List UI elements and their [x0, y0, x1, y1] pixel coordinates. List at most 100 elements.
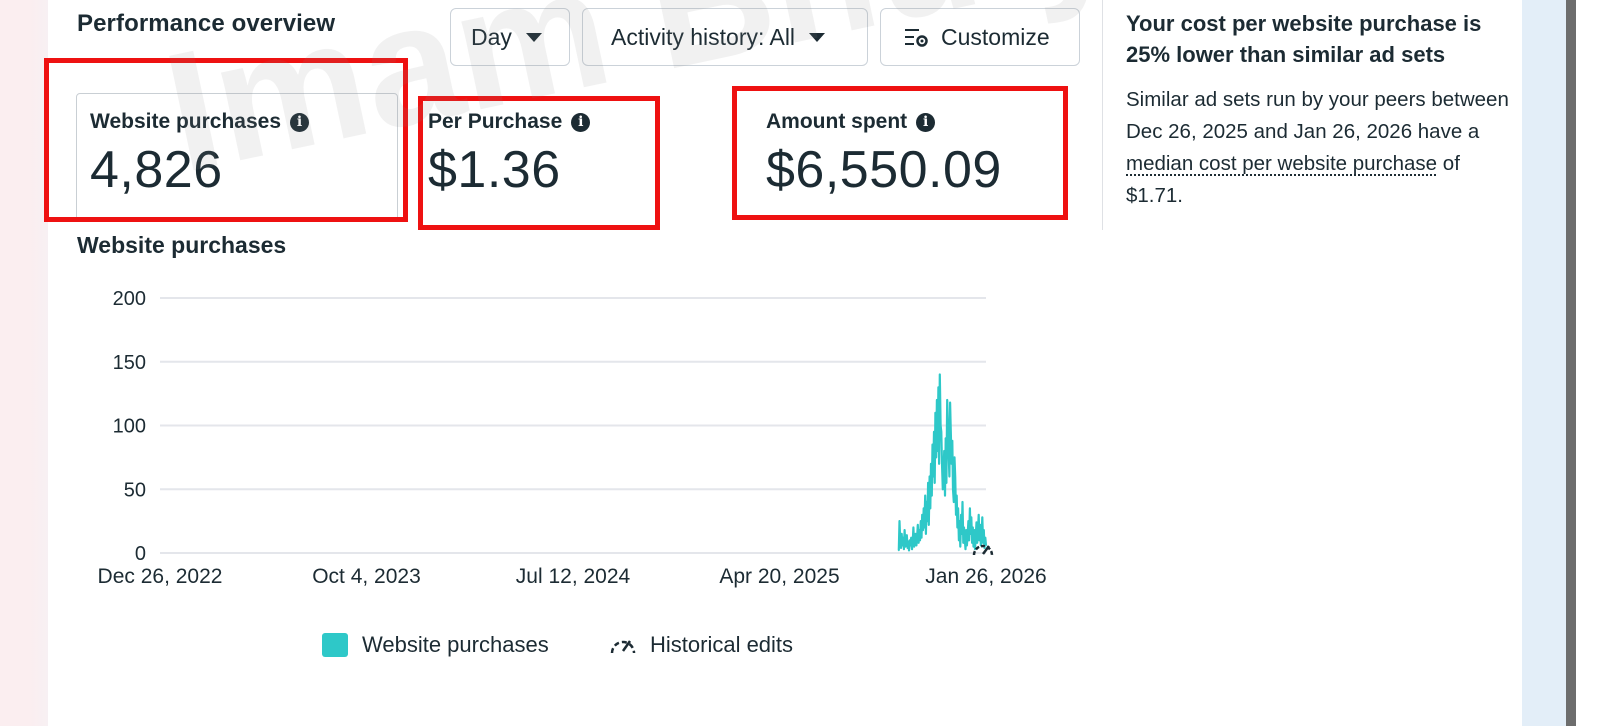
data-point: [906, 534, 908, 536]
caret-down-icon: [525, 32, 542, 42]
data-point: [974, 536, 977, 539]
data-point: [950, 463, 953, 465]
data-point: [984, 536, 987, 539]
caret-down-icon: [809, 32, 826, 42]
metric-label-row: Website purchases i: [90, 110, 310, 134]
data-point: [966, 533, 969, 535]
insight-text: Similar ad sets run by your peers betwee…: [1126, 88, 1509, 143]
data-point: [963, 536, 966, 539]
y-tick-label: 50: [124, 479, 146, 501]
data-point: [928, 475, 931, 478]
data-point: [911, 548, 913, 550]
data-point: [930, 463, 932, 465]
data-point: [977, 531, 979, 534]
data-point: [953, 501, 955, 503]
data-point: [923, 526, 926, 529]
data-point: [961, 533, 963, 535]
metric-label-row: Amount spent i: [766, 110, 1002, 134]
highlight-box: [732, 86, 1068, 220]
data-point: [900, 547, 902, 549]
legend-swatch: [322, 633, 348, 657]
data-point: [971, 542, 973, 544]
legend-item-historical-edits[interactable]: Historical edits: [608, 632, 793, 658]
page-background-right: [1522, 0, 1570, 726]
data-point: [919, 539, 921, 542]
x-tick-label: Dec 26, 2022: [98, 565, 223, 588]
website-purchases-chart[interactable]: 0 50 100 150 200 Dec 26, 2022 Oct 4, 2023 Jul 1…: [90, 280, 1080, 600]
insight-body: Similar ad sets run by your peers betwee…: [1126, 84, 1516, 212]
data-point: [972, 526, 974, 529]
data-point: [915, 544, 918, 547]
data-point: [920, 536, 923, 539]
data-point: [965, 529, 967, 531]
data-point: [968, 539, 970, 542]
data-point: [928, 524, 930, 526]
data-point: [899, 539, 901, 542]
data-point: [943, 450, 945, 452]
insight-panel: [1104, 0, 1522, 726]
data-point: [981, 516, 984, 519]
data-point: [939, 424, 942, 427]
data-point: [952, 488, 954, 491]
gauge-icon: [972, 544, 994, 556]
data-point: [914, 533, 917, 535]
chart-title: Website purchases: [77, 232, 287, 258]
data-point: [903, 548, 905, 550]
data-point: [934, 412, 937, 414]
legend-label: Website purchases: [362, 632, 549, 657]
data-point: [925, 533, 927, 535]
data-point: [976, 542, 978, 544]
metric-website-purchases[interactable]: Website purchases i 4,826: [90, 110, 310, 200]
x-tick-label: Jan 26, 2026: [925, 565, 1046, 588]
data-point: [958, 539, 960, 542]
series-line-website-purchases: [897, 373, 988, 552]
customize-button[interactable]: Customize: [880, 8, 1080, 66]
data-point: [973, 529, 976, 531]
data-point: [949, 401, 951, 404]
page-title: Performance overview: [77, 10, 336, 37]
historical-edit-marker: [972, 544, 994, 556]
data-point: [961, 501, 964, 503]
highlight-box: [418, 96, 660, 230]
data-point: [942, 488, 944, 491]
day-dropdown[interactable]: Day: [450, 8, 570, 66]
data-point: [979, 524, 981, 526]
data-point: [902, 536, 904, 539]
info-icon[interactable]: i: [571, 112, 591, 132]
gauge-icon: [610, 640, 636, 654]
data-point: [957, 507, 959, 510]
data-point: [944, 437, 947, 440]
data-point: [936, 450, 939, 452]
legend-item-website-purchases[interactable]: Website purchases: [322, 632, 549, 658]
data-point: [933, 431, 935, 433]
x-tick-label: Jul 12, 2024: [516, 565, 631, 588]
customize-label: Customize: [941, 23, 1050, 50]
gauge-needle: [982, 545, 990, 555]
info-icon[interactable]: i: [290, 112, 310, 132]
data-point: [951, 440, 954, 442]
median-cost-link[interactable]: median cost per website purchase: [1126, 152, 1438, 175]
metric-value: $1.36: [428, 141, 561, 199]
data-point: [962, 542, 965, 544]
data-point: [940, 431, 943, 433]
metric-amount-spent[interactable]: Amount spent i $6,550.09: [766, 110, 1002, 200]
metric-per-purchase[interactable]: Per Purchase i $1.36: [428, 110, 591, 200]
data-point: [977, 514, 980, 516]
data-point: [954, 475, 956, 478]
x-tick-label: Apr 20, 2025: [719, 565, 839, 588]
data-point: [931, 494, 933, 497]
data-point: [936, 399, 938, 401]
data-point: [985, 544, 987, 547]
data-point: [914, 539, 916, 542]
highlight-box: [44, 58, 408, 222]
data-point: [909, 544, 912, 547]
data-point: [946, 399, 948, 401]
data-point: [947, 424, 949, 427]
data-point: [958, 520, 961, 522]
metric-label: Amount spent: [766, 110, 908, 133]
x-tick-label: Oct 4, 2023: [312, 565, 421, 588]
info-icon[interactable]: i: [916, 112, 936, 132]
data-point: [924, 494, 926, 497]
activity-history-dropdown[interactable]: Activity history: All: [582, 8, 868, 66]
data-point: [937, 386, 940, 389]
